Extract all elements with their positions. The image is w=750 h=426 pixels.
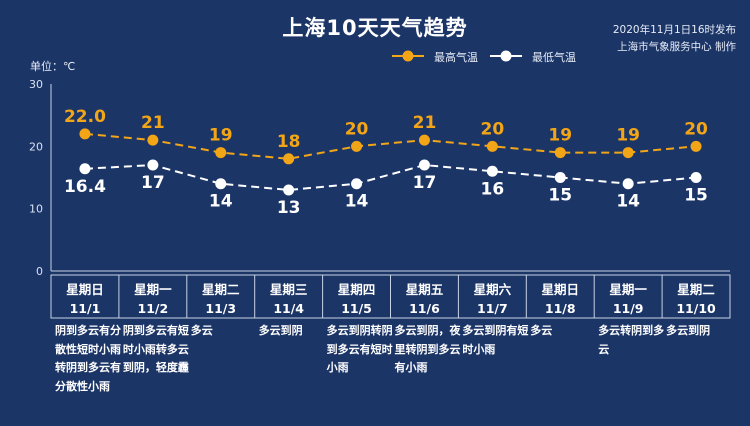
weekday-label: 星期三	[270, 282, 308, 297]
low-temp-label: 17	[413, 173, 437, 193]
high-temp-point	[690, 140, 702, 152]
weekday-label: 星期一	[134, 282, 172, 297]
weekday-label: 星期六	[474, 282, 512, 297]
high-temp-label: 19	[548, 126, 572, 146]
date-label: 11/4	[273, 301, 304, 316]
publisher: 上海市气象服务中心 制作	[617, 41, 736, 53]
publish-info: 2020年11月1日16时发布 上海市气象服务中心 制作	[613, 22, 736, 56]
high-temp-label: 18	[277, 132, 301, 152]
y-tick-label: 10	[29, 203, 43, 216]
low-temp-point	[690, 172, 702, 183]
low-temp-point	[79, 163, 91, 175]
low-temp-point	[622, 178, 634, 190]
date-label: 11/6	[409, 301, 440, 316]
legend-high-marker	[402, 50, 414, 62]
weekday-label: 星期五	[406, 282, 444, 297]
high-temp-label: 21	[141, 113, 165, 133]
high-temp-label: 20	[481, 119, 505, 139]
date-label: 11/5	[341, 301, 372, 316]
low-temp-label: 15	[548, 186, 572, 206]
legend-low-marker	[500, 50, 512, 62]
unit-label: 单位：℃	[30, 60, 76, 73]
date-label: 11/3	[205, 301, 236, 316]
high-temp-point	[351, 140, 363, 152]
high-temp-label: 20	[684, 119, 708, 139]
weather-description: 多云	[530, 324, 553, 337]
weekday-label: 星期日	[66, 282, 104, 297]
low-temp-point	[351, 178, 363, 190]
weather-description: 多云到阴有短时小雨	[462, 324, 529, 356]
date-label: 11/9	[613, 301, 644, 316]
low-temp-point	[486, 165, 498, 177]
low-temp-label: 17	[141, 173, 165, 193]
high-temp-point	[215, 147, 227, 159]
date-label: 11/1	[70, 301, 101, 316]
weekday-label: 星期二	[677, 282, 715, 297]
low-temp-label: 16	[481, 179, 505, 199]
high-temp-point	[79, 128, 91, 140]
high-temp-point	[147, 134, 159, 146]
date-label: 11/8	[545, 301, 576, 316]
y-tick-label: 30	[29, 78, 43, 91]
weather-description: 阴到多云有短时小雨转多云到阴，轻度霾	[122, 324, 189, 374]
high-temp-line	[84, 132, 697, 160]
low-temp-label: 16.4	[64, 177, 106, 197]
high-temp-label: 20	[345, 119, 369, 139]
low-temp-point	[554, 172, 566, 183]
high-temp-point	[622, 147, 634, 159]
low-temp-line	[84, 164, 697, 191]
weekday-label: 星期四	[338, 282, 376, 297]
date-label: 11/2	[138, 301, 169, 316]
high-temp-point	[554, 147, 566, 159]
low-temp-label: 14	[345, 192, 369, 212]
y-tick-label: 20	[29, 140, 43, 153]
weather-description: 多云转阴到多云	[598, 324, 665, 356]
weekday-label: 星期日	[541, 282, 579, 297]
high-temp-label: 19	[209, 126, 233, 146]
weather-description: 多云到阴转阴到多云有短时小雨	[326, 324, 393, 374]
high-temp-point	[283, 153, 295, 165]
weather-description: 多云到阴	[258, 324, 303, 337]
weekday-label: 星期一	[609, 282, 647, 297]
y-tick-label: 0	[36, 265, 43, 278]
low-temp-point	[283, 184, 295, 196]
low-temp-label: 14	[616, 192, 640, 212]
publish-time: 2020年11月1日16时发布	[612, 24, 736, 36]
low-temp-label: 13	[277, 198, 301, 218]
weather-description: 阴到多云有分散性短时小雨转阴到多云有分散性小雨	[55, 324, 121, 393]
legend-low-label: 最低气温	[532, 51, 576, 64]
low-temp-point	[215, 178, 227, 190]
weekday-label: 星期二	[202, 282, 240, 297]
high-temp-point	[418, 134, 430, 146]
weather-description: 多云到阴，夜里转阴到多云有小雨	[394, 324, 461, 374]
date-label: 11/7	[477, 301, 508, 316]
high-temp-label: 19	[616, 126, 640, 146]
chart-title: 上海10天天气趋势	[282, 16, 468, 40]
low-temp-point	[418, 159, 430, 171]
date-label: 11/10	[676, 301, 716, 316]
high-temp-label: 21	[413, 113, 437, 133]
low-temp-label: 15	[684, 186, 708, 206]
high-temp-point	[486, 140, 498, 152]
low-temp-label: 14	[209, 192, 233, 212]
weather-description: 多云	[190, 324, 213, 337]
weather-description: 多云到阴	[666, 324, 711, 337]
high-temp-label: 22.0	[64, 107, 106, 127]
legend-high-label: 最高气温	[434, 51, 478, 64]
low-temp-point	[147, 159, 159, 171]
